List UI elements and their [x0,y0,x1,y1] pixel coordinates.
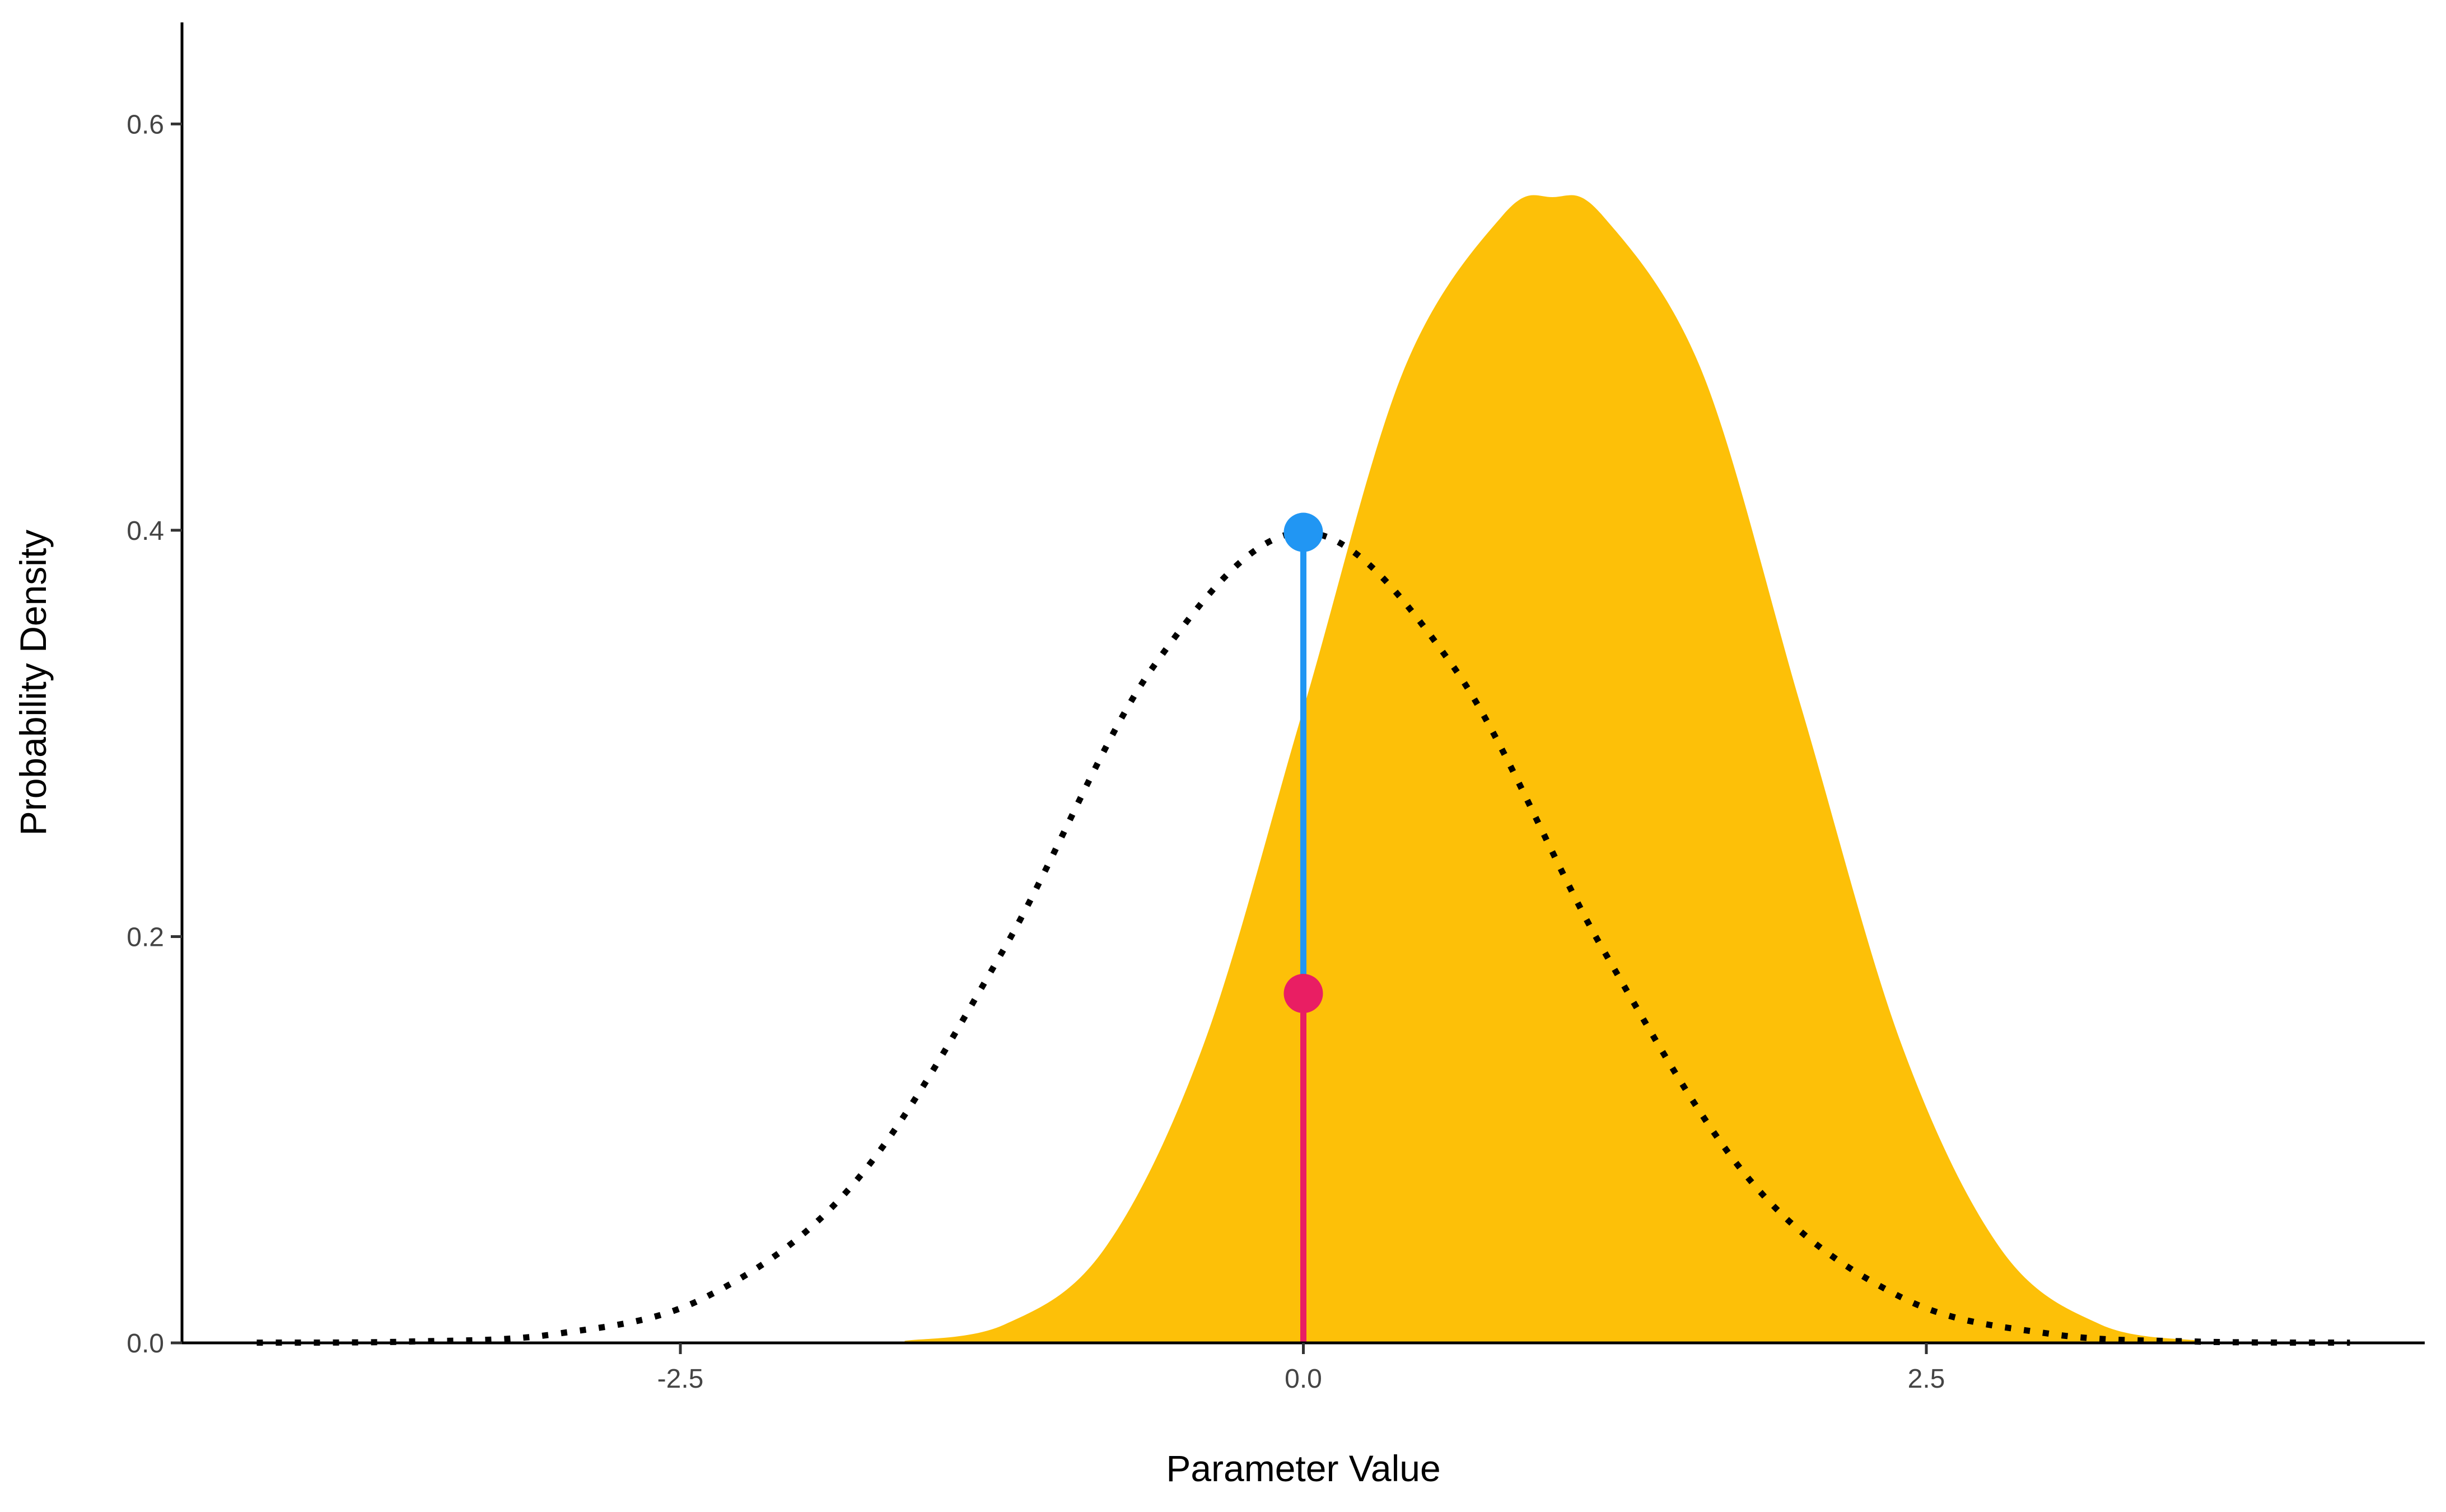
posterior-density-area [904,195,2201,1343]
segments-layer [1283,512,1323,1343]
x-axis-title: Parameter Value [1166,1448,1440,1489]
x-tick-label: -2.5 [657,1364,704,1394]
x-tick-label: 2.5 [1908,1364,1945,1394]
y-axis-title: Probability Density [12,530,54,836]
y-tick-label: 0.0 [127,1329,164,1359]
prior-density-at-zero-point [1283,512,1323,552]
ticks-layer: 0.0 0.2 0.4 0.6 -2.5 0.0 2.5 [127,110,1945,1394]
x-tick-label: 0.0 [1285,1364,1322,1394]
posterior-density-at-zero-point [1283,974,1323,1014]
y-tick-label: 0.4 [127,516,164,546]
y-tick-label: 0.2 [127,922,164,952]
area-layer [904,195,2201,1343]
y-tick-label: 0.6 [127,110,164,139]
